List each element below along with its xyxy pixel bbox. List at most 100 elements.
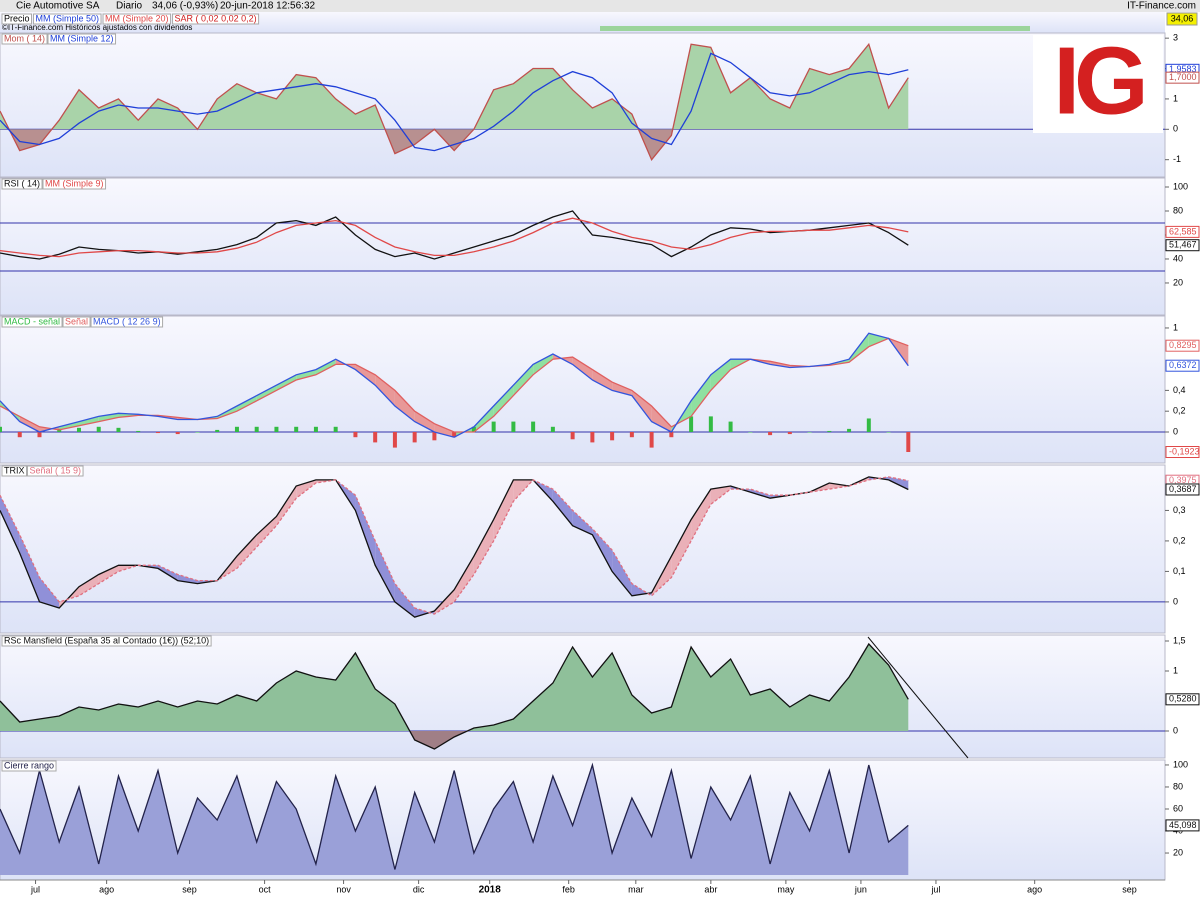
fill-between: [157, 565, 178, 581]
y-tick-label: 20: [1173, 277, 1183, 287]
bar: [866, 418, 871, 432]
fill-between: [750, 489, 771, 499]
legend-label: MACD ( 12 26 9): [93, 316, 161, 326]
fill-between: [296, 369, 316, 380]
legend-label: SAR ( 0,02 0,02 0,2): [175, 13, 257, 23]
bar: [412, 431, 417, 443]
bar: [708, 416, 713, 432]
value-tag: [1165, 339, 1200, 352]
value-tag-label: 34,06: [1171, 13, 1194, 23]
bar: [531, 421, 536, 432]
fill-between: [592, 369, 613, 391]
area: [0, 644, 909, 731]
fill-between: [612, 550, 632, 596]
area: [0, 44, 909, 130]
bar: [689, 416, 694, 432]
legend-box: [1, 316, 63, 328]
y-tick-label: 0: [1173, 124, 1178, 134]
x-tick-label: nov: [336, 884, 351, 894]
value-tag-label: 0,6372: [1169, 360, 1197, 370]
line: [0, 332, 909, 438]
legend-box: [1, 760, 57, 772]
bar: [373, 431, 378, 443]
bar: [76, 427, 81, 432]
legend-label: Señal: [65, 316, 88, 326]
fill-between: [710, 359, 731, 391]
fill-between: [473, 405, 494, 432]
line: [0, 52, 909, 152]
bar: [748, 431, 753, 433]
bar: [0, 426, 2, 432]
fill-between: [78, 416, 99, 426]
fill-between: [236, 395, 257, 412]
bar: [432, 431, 437, 441]
fill-between: [572, 357, 593, 380]
fill-between: [631, 583, 652, 596]
legend-label: MACD - señal: [4, 316, 60, 326]
y-tick-label: 0,3: [1173, 505, 1186, 515]
y-tick-label: 0,4: [1173, 385, 1186, 395]
x-tick-label: feb: [562, 884, 575, 894]
fill-between: [19, 416, 40, 432]
bar: [550, 426, 555, 432]
value-tag: [1166, 12, 1198, 26]
y-tick-label: 1: [1173, 93, 1178, 103]
legend-label: TRIX: [4, 465, 25, 475]
legend-label: MM (Simple 9): [45, 178, 104, 188]
bar: [590, 431, 595, 443]
fill-between: [19, 534, 40, 602]
bar: [96, 426, 101, 432]
y-tick-label: 0,2: [1173, 535, 1186, 545]
fill-between: [671, 519, 692, 578]
value-tag: [1165, 483, 1200, 496]
bar: [195, 431, 200, 433]
bar: [491, 421, 496, 432]
value-tag: [1165, 359, 1200, 372]
fill-between: [651, 405, 672, 432]
y-tick-label: 100: [1173, 759, 1188, 769]
fill-between: [394, 583, 415, 618]
legend-label: MM (Simple 50): [36, 13, 100, 23]
period: Diario: [116, 1, 143, 12]
bar: [333, 426, 338, 432]
value-tag-label: 51,467: [1169, 240, 1197, 250]
area: [0, 765, 909, 876]
fill-between: [868, 333, 889, 347]
line: [0, 217, 909, 258]
x-tick-label: 2018: [479, 885, 502, 896]
bar: [610, 431, 615, 441]
line: [0, 476, 909, 615]
fill-between: [631, 390, 652, 422]
bar: [629, 431, 634, 438]
bar: [847, 428, 852, 432]
source: IT-Finance.com: [1127, 1, 1196, 12]
area: [0, 731, 909, 749]
value-tag-label: 0,3975: [1169, 475, 1197, 485]
fill-between: [493, 385, 514, 417]
area: [0, 875, 909, 876]
fill-between: [552, 489, 573, 526]
legend-box: [1, 635, 212, 647]
fill-between: [454, 556, 474, 602]
y-tick-label: 1: [1173, 322, 1178, 332]
x-tick-label: jul: [930, 884, 940, 894]
fill-between: [691, 374, 711, 417]
value-tag: [1165, 819, 1200, 832]
bar: [37, 431, 42, 438]
legend-box: [172, 13, 260, 25]
x-tick-label: ago: [99, 884, 114, 894]
value-tag-label: 62,585: [1169, 226, 1197, 236]
value-tag-label: 45,098: [1169, 820, 1197, 830]
bar: [728, 421, 733, 432]
stock-name: Cie Automotive SA: [16, 1, 100, 12]
x-tick-label: may: [777, 884, 795, 894]
trend-line: [867, 636, 969, 759]
value-tag: [1165, 225, 1200, 238]
legend-label: Cierre rango: [4, 760, 54, 770]
value-tag-label: -0,1923: [1169, 446, 1200, 456]
bar: [294, 426, 299, 432]
bar: [768, 431, 773, 436]
bar: [906, 431, 911, 453]
line: [0, 210, 909, 260]
